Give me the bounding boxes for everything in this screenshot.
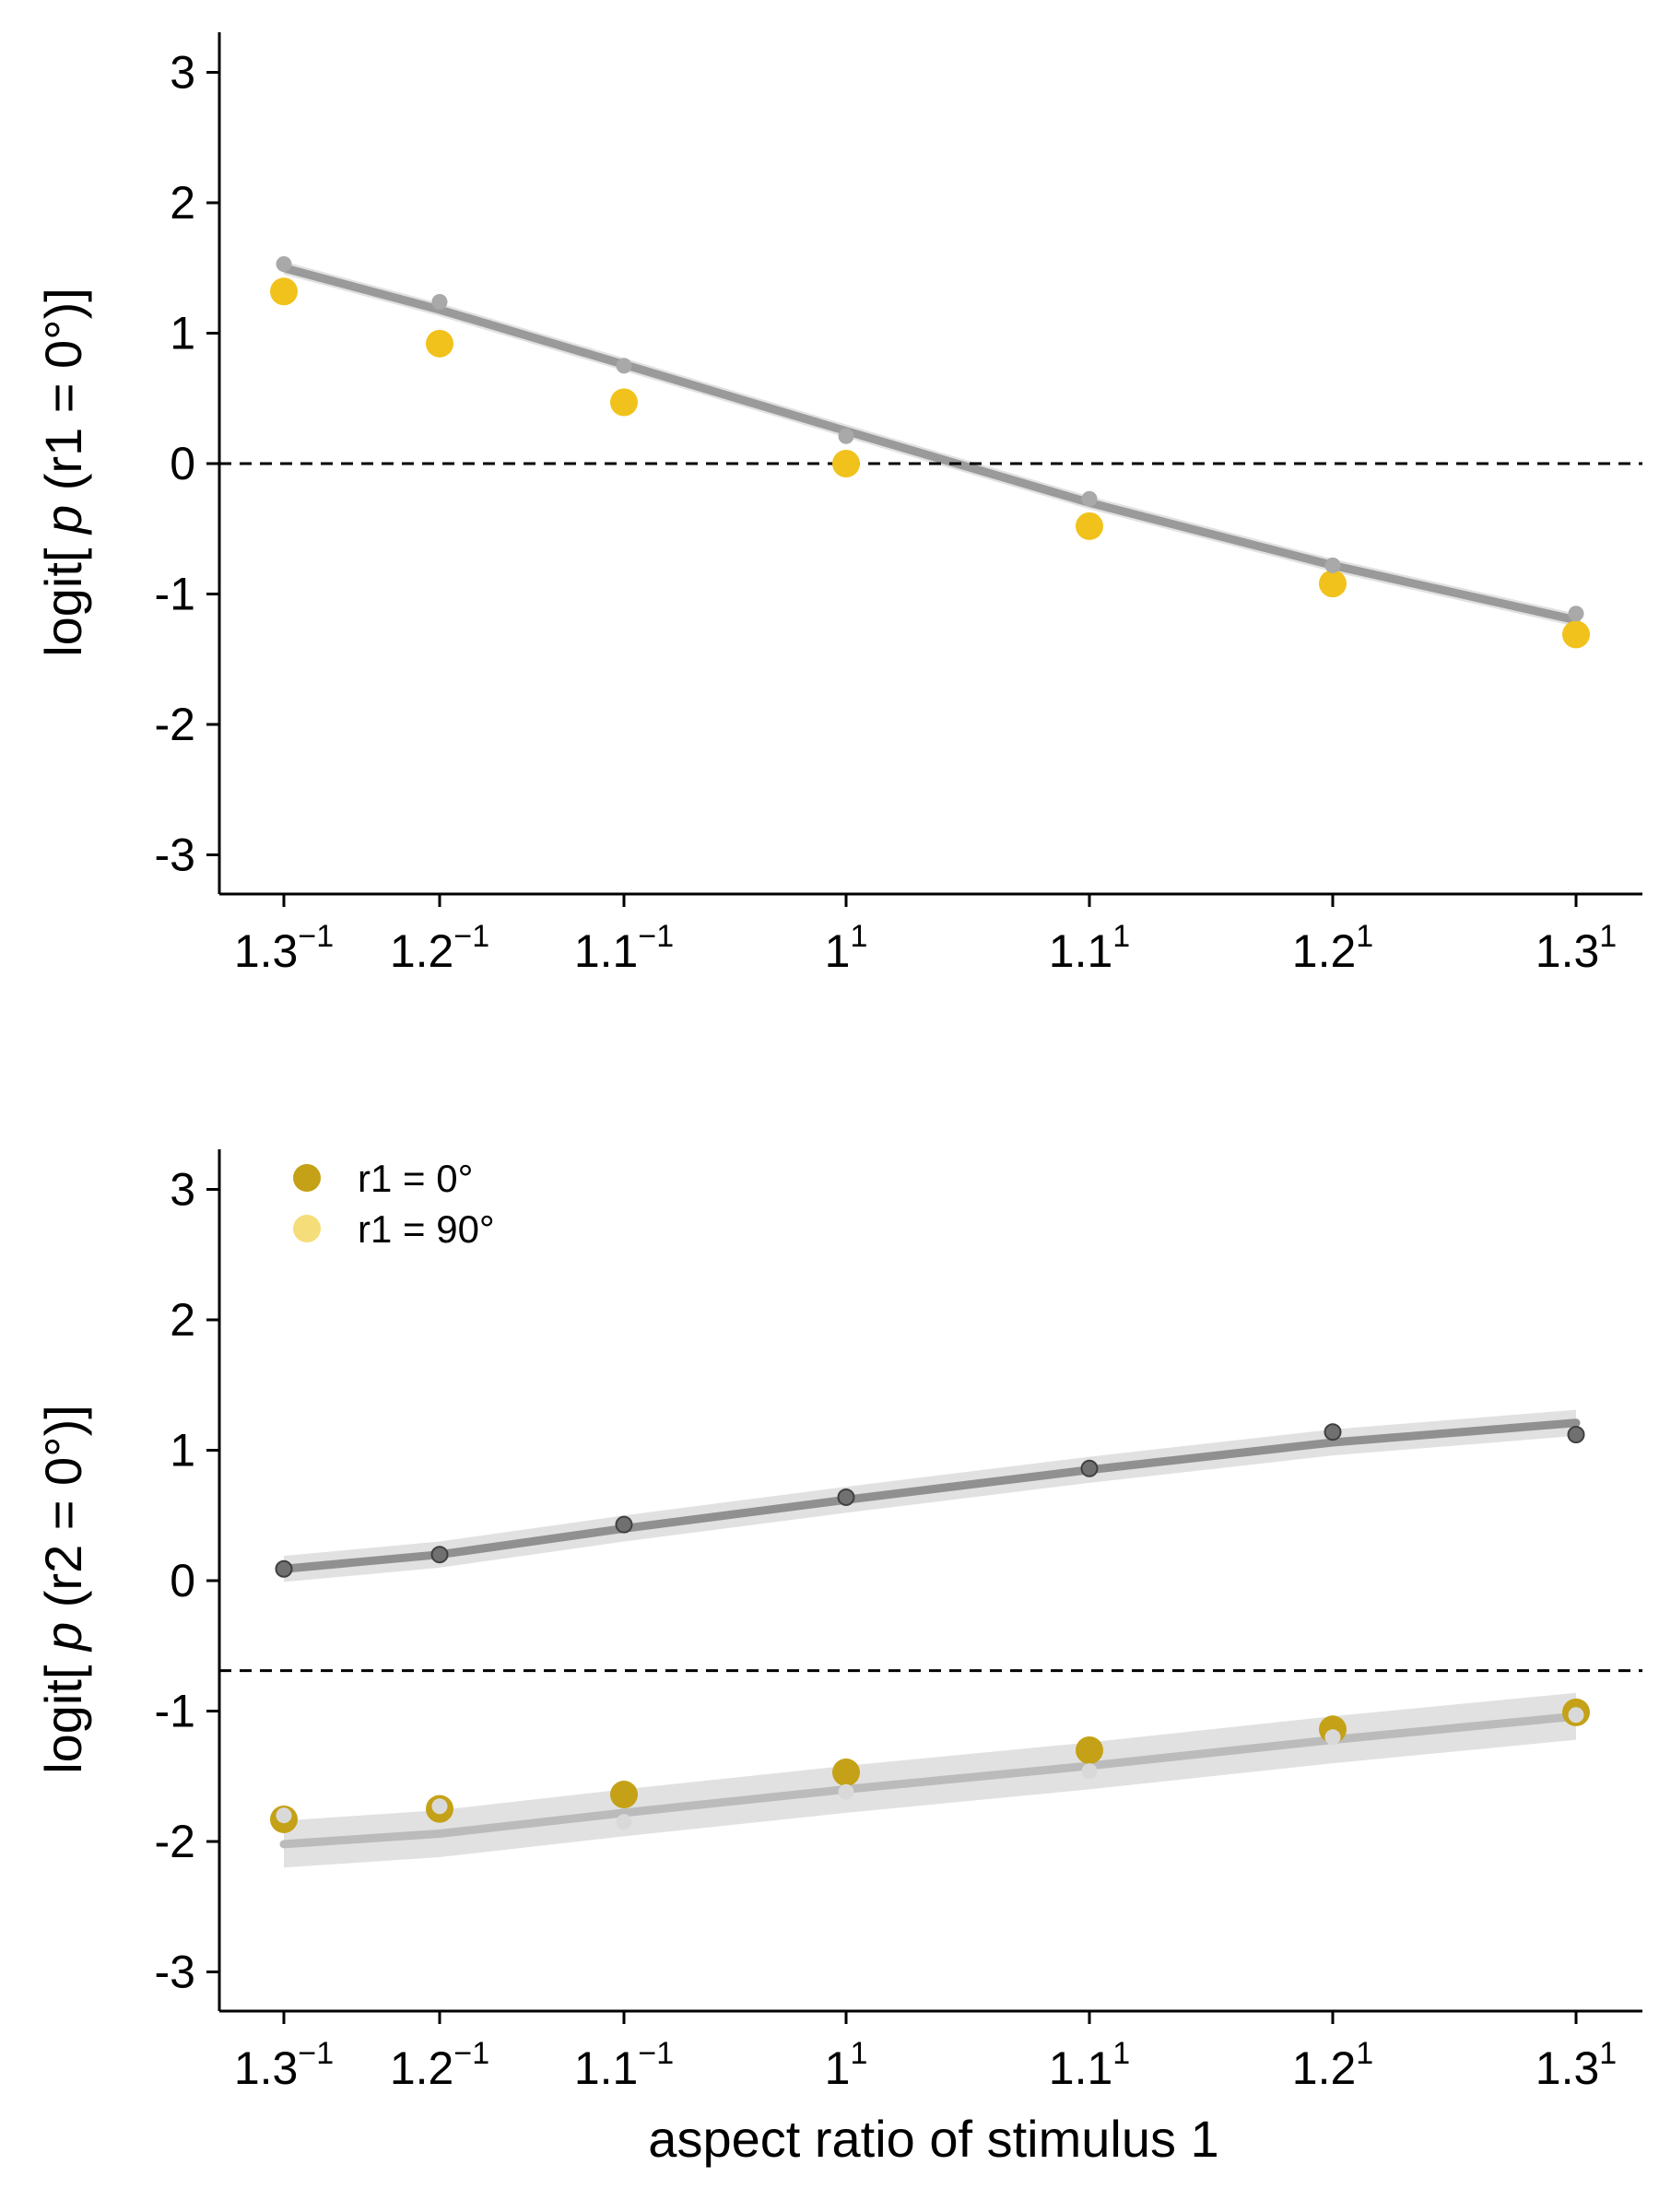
legend-marker [293,1164,321,1192]
data-point [1562,620,1590,649]
x-tick-label: 1.2−1 [390,919,489,977]
top-panel: 3 2 1 0 -1 -2 -3 1.3−1 1.2−1 1.1−1 11 1.11 1.21 1.31 l… [34,32,1642,977]
x-tick-label: 1.21 [1292,919,1373,977]
bottom-panel: 3 2 1 0 -1 -2 -3 1.3−1 1.2−1 1.1−1 11 1.11 1.21 1.31 l… [34,1149,1642,2094]
y-tick-label: 2 [170,177,195,229]
data-point [610,1781,638,1809]
data-point [1567,1426,1585,1444]
fit-line [279,264,1581,625]
data-point [426,329,453,358]
data-point [276,1807,292,1824]
y-tick-label: -3 [155,1947,195,1998]
x-tick-label: 1.11 [1049,919,1130,977]
x-tick-label: 1.1−1 [574,919,674,977]
data-point [1076,1735,1103,1764]
data-point [838,1783,854,1800]
data-point [616,358,632,374]
x-tick-label: 1.3−1 [234,919,334,977]
data-point [610,388,638,417]
x-tick-label: 1.3−1 [234,2036,334,2094]
y-tick-label: 0 [170,438,195,489]
y-tick-label: -2 [155,699,195,750]
data-point [276,256,292,273]
y-tick-label: -2 [155,1816,195,1867]
legend-marker [293,1215,321,1242]
data-point [1081,490,1098,507]
data-point [1324,557,1341,573]
data-point [832,1759,860,1787]
confidence-band [284,261,1576,627]
data-point [1324,1423,1342,1441]
y-axis-title: logit[ p (r1 = 0°)] [34,288,92,657]
y-tick-label: 3 [170,47,195,99]
x-axis-title: aspect ratio of stimulus 1 [648,2110,1218,2168]
x-tick-label: 11 [825,919,868,977]
legend-label: r1 = 0° [358,1157,473,1200]
data-point [1568,1707,1584,1724]
data-point [615,1515,633,1534]
y-tick-label: 2 [170,1294,195,1346]
data-point [616,1814,632,1830]
y-tick-label: -1 [155,1686,195,1737]
data-point [1076,512,1103,540]
y-tick-label: 0 [170,1555,195,1606]
legend-label: r1 = 90° [358,1207,495,1251]
x-tick-label: 1.1−1 [574,2036,674,2094]
data-point [275,1559,293,1578]
data-point [1081,1763,1098,1780]
data-point [832,450,860,477]
data-point [430,1546,449,1564]
x-tick-label: 1.11 [1049,2036,1130,2094]
x-tick-label: 1.21 [1292,2036,1373,2094]
y-tick-label: -1 [155,569,195,620]
x-tick-label: 11 [825,2036,868,2094]
y-tick-label: 1 [170,1425,195,1477]
data-point [431,1798,448,1815]
data-point [1568,606,1584,622]
y-tick-label: 1 [170,308,195,359]
data-point [837,1488,855,1506]
data-point [431,294,448,311]
data-point [1080,1459,1099,1477]
data-point [1324,1729,1341,1746]
y-tick-label: 3 [170,1164,195,1216]
data-point [838,428,854,444]
legend: r1 = 0° r1 = 90° [293,1157,495,1251]
y-axis-title: logit[ p (r2 = 0°)] [34,1405,92,1774]
x-tick-label: 1.31 [1535,919,1617,977]
y-tick-label: -3 [155,830,195,881]
data-point [270,277,298,306]
x-tick-label: 1.31 [1535,2036,1617,2094]
data-point [1319,570,1347,598]
x-tick-label: 1.2−1 [390,2036,489,2094]
